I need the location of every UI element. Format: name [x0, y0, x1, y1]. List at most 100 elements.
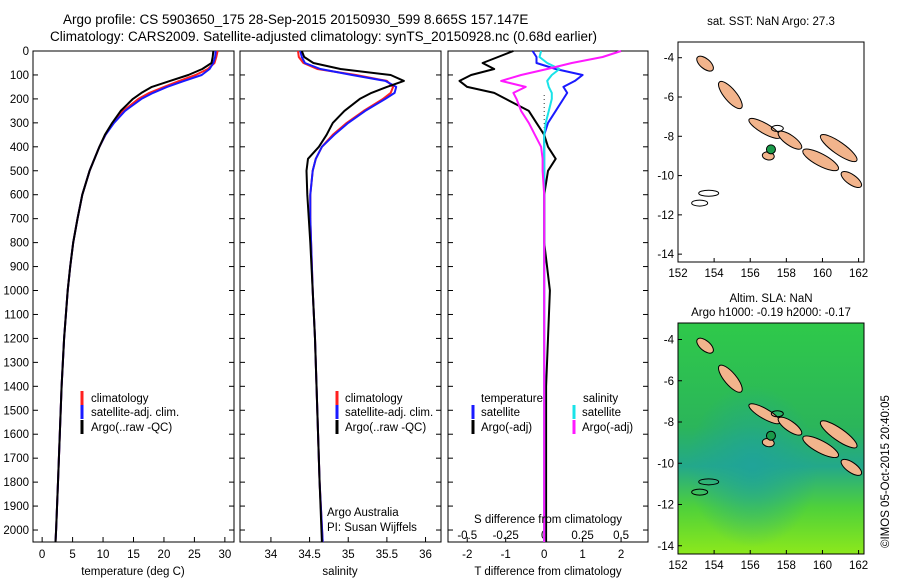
profile-title: Argo profile: CS 5903650_175 28-Sep-2015… — [63, 12, 529, 27]
reef-outline — [770, 124, 784, 132]
lat-tick-label: -14 — [657, 249, 674, 261]
lat-tick-label: -10 — [657, 458, 674, 470]
difference-profile-plot: -2 -1 0 1 2-0.5 -0.25 0 0.25 0.5 — [457, 50, 629, 561]
lon-tick-label: 162 — [849, 268, 868, 280]
island-shape — [696, 337, 714, 354]
lon-tick-label: 156 — [741, 560, 760, 572]
lat-tick-label: -12 — [657, 500, 674, 512]
lat-tick-label: -6 — [664, 92, 674, 104]
lon-tick-label: 152 — [668, 560, 687, 572]
depth-tick-label: 300 — [10, 118, 29, 130]
series-line — [500, 50, 622, 542]
depth-tick-label: 1300 — [3, 357, 29, 369]
t-difference-axis-title: T difference from climatology — [474, 566, 621, 578]
climatology-subtitle: Climatology: CARS2009. Satellite-adjuste… — [50, 29, 598, 44]
island-shape — [777, 416, 803, 436]
lon-tick-label: 154 — [705, 268, 725, 280]
island-shape — [696, 55, 714, 72]
legend-head-temperature: temperature — [481, 393, 543, 405]
x-tick-label: 15 — [127, 549, 140, 561]
depth-tick-label: 1100 — [4, 309, 29, 321]
credit-line-1: Argo Australia — [327, 507, 399, 519]
salinity-profile-plot: 34 34.5 35 35.5 36 — [265, 50, 432, 561]
legend-label-satellite: satellite-adj. clim. — [91, 407, 179, 419]
salinity-panel-frame — [239, 50, 442, 543]
x-tick-label: 35 — [342, 549, 355, 561]
series-line — [299, 50, 398, 543]
legend-label-satellite: satellite-adj. clim. — [345, 407, 433, 419]
depth-tick-label: 2000 — [3, 525, 29, 537]
island-shape — [840, 458, 863, 476]
island-shape — [802, 148, 840, 172]
reef-outline — [691, 199, 709, 207]
island-shape — [718, 80, 743, 110]
legend-label-t-argo: Argo(-adj) — [481, 422, 532, 434]
depth-tick-label: 700 — [10, 214, 29, 226]
legend-head-salinity: salinity — [583, 393, 618, 405]
island-shape — [819, 134, 858, 163]
series-line — [458, 50, 557, 542]
sst-map: 152 154 156 158 160 162 -4 -6 -8 -10 -12 -14 — [657, 53, 868, 280]
x-tick-label: 0 — [541, 549, 547, 561]
temperature-panel-frame — [32, 50, 235, 543]
sla-map-title-1: Altim. SLA: NaN — [729, 293, 812, 305]
salinity-legend: climatology satellite-adj. clim. Argo(..… — [335, 391, 433, 434]
series-line — [54, 50, 215, 543]
reef-outline — [698, 189, 720, 197]
float-position-marker — [765, 144, 776, 155]
series-line — [54, 50, 217, 543]
depth-tick-label: 1000 — [3, 286, 29, 298]
depth-tick-label: 1500 — [3, 405, 29, 417]
depth-tick-label: 900 — [10, 262, 29, 274]
x-tick-label: 30 — [218, 549, 231, 561]
legend-label-s-satellite: satellite — [582, 407, 621, 419]
x-tick-label: 2 — [618, 549, 624, 561]
island-shape — [819, 420, 858, 449]
x-tick-label: -2 — [462, 549, 472, 561]
lon-tick-label: 160 — [813, 268, 832, 280]
x-tick-label: 34 — [265, 549, 278, 561]
x-tick-label: 25 — [188, 549, 201, 561]
lon-tick-label: 158 — [777, 268, 796, 280]
depth-tick-label: 800 — [10, 238, 29, 250]
difference-legend: temperature salinity satellite Argo(-adj… — [471, 393, 633, 434]
lon-tick-label: 156 — [741, 268, 760, 280]
credit-line-2: PI: Susan Wijffels — [327, 522, 417, 534]
difference-panel-frame — [447, 50, 649, 543]
s-diff-tick-label: -0.25 — [493, 530, 519, 542]
depth-tick-label: 1400 — [3, 381, 29, 393]
depth-tick-label: 500 — [10, 166, 29, 178]
lat-tick-label: -4 — [664, 53, 675, 65]
x-tick-label: 1 — [579, 549, 585, 561]
series-line — [531, 50, 584, 542]
depth-tick-label: 600 — [10, 190, 29, 202]
legend-label-s-argo: Argo(-adj) — [582, 422, 633, 434]
salinity-axis-title: salinity — [322, 566, 357, 578]
x-tick-label: 0 — [39, 549, 45, 561]
x-tick-label: 10 — [97, 549, 110, 561]
legend-label-climatology: climatology — [345, 393, 403, 405]
lon-tick-label: 162 — [849, 560, 868, 572]
depth-tick-label: 1800 — [3, 477, 29, 489]
float-position-marker — [765, 430, 776, 441]
lat-tick-label: -6 — [664, 376, 674, 388]
series-line — [300, 50, 405, 543]
depth-tick-label: 100 — [10, 70, 29, 82]
x-tick-label: 34.5 — [298, 549, 320, 561]
lat-tick-label: -8 — [664, 131, 674, 143]
island-shape — [777, 130, 803, 150]
depth-tick-label: 1600 — [3, 429, 29, 441]
sst-map-title: sat. SST: NaN Argo: 27.3 — [707, 16, 835, 28]
x-tick-label: 5 — [69, 549, 75, 561]
s-diff-tick-label: 0.25 — [571, 530, 593, 542]
temperature-axis-title: temperature (deg C) — [81, 566, 185, 578]
sla-map-frame — [677, 322, 865, 555]
legend-label-argo: Argo(..raw -QC) — [91, 422, 172, 434]
reef-outline — [691, 488, 709, 496]
depth-tick-label: 1900 — [3, 501, 29, 513]
depth-tick-label: 400 — [10, 142, 29, 154]
legend-label-t-satellite: satellite — [481, 407, 520, 419]
reef-outline — [770, 410, 784, 418]
lat-tick-label: -10 — [657, 171, 674, 183]
series-line — [54, 50, 219, 543]
